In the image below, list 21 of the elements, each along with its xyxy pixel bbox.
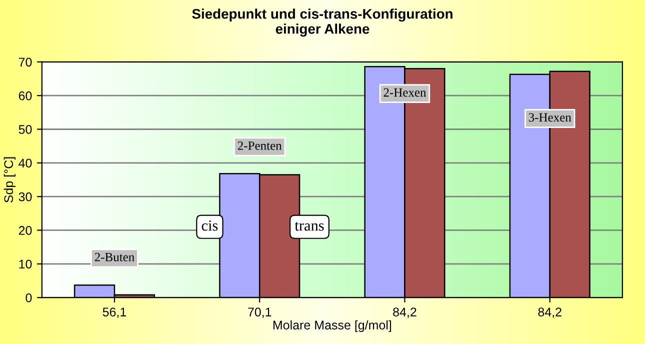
y-axis-title: Sdp [°C] (4, 157, 16, 203)
y-tick-label: 30 (18, 192, 32, 202)
y-tick-label: 10 (19, 260, 32, 269)
annotation: 2-Buten (94, 252, 134, 262)
x-axis-title: Molare Masse [g/mol] (273, 320, 392, 332)
series-label: trans (294, 222, 324, 231)
y-tick-label: 40 (18, 158, 32, 168)
annotation: 2-Hexen (384, 88, 426, 97)
y-tick-label: 70 (18, 58, 32, 67)
x-tick-label: 84,2 (538, 308, 562, 318)
x-tick-label: 56,1 (102, 308, 126, 318)
annotation: 3-Hexen (528, 113, 572, 122)
series-label: cis (202, 220, 218, 231)
y-tick-label: 0 (26, 293, 32, 302)
x-tick-label: 70,1 (248, 308, 272, 318)
y-tick-label: 60 (18, 91, 32, 100)
x-tick-label: 84,2 (393, 308, 416, 318)
chart-title: Siedepunkt und cis-trans-Konfiguration einiger Alkene (192, 8, 452, 37)
annotation: 2-Penten (238, 141, 282, 150)
y-tick-label: 20 (18, 226, 32, 235)
y-tick-label: 50 (18, 125, 32, 134)
